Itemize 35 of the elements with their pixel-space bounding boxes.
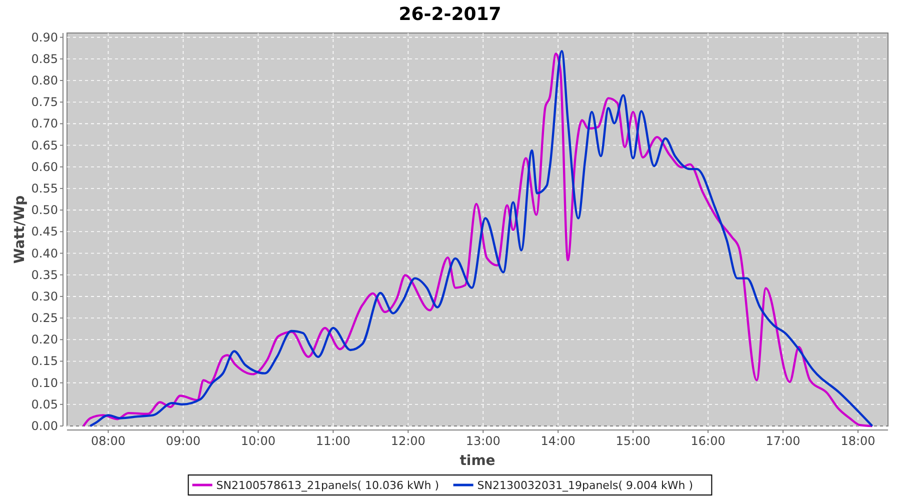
- x-tick-label: 08:00: [90, 434, 126, 448]
- x-tick-label: 17:00: [766, 434, 800, 448]
- x-tick-label: 13:00: [466, 434, 500, 448]
- y-tick-label: 0.10: [31, 376, 58, 390]
- y-tick-label: 0.15: [31, 354, 58, 368]
- x-tick-label: 09:00: [166, 434, 201, 448]
- y-tick-label: 0.00: [31, 419, 58, 433]
- x-tick-label: 12:00: [390, 434, 426, 448]
- y-tick-label: 0.70: [31, 116, 58, 131]
- y-tick-label: 0.75: [31, 95, 58, 110]
- y-tick-label: 0.35: [31, 268, 58, 282]
- y-tick-label: 0.90: [31, 30, 58, 44]
- y-tick-label: 0.20: [31, 332, 58, 347]
- y-tick-label: 0.55: [31, 181, 58, 196]
- y-tick-label: 0.45: [31, 224, 58, 239]
- x-tick-label: 15:00: [616, 434, 650, 448]
- legend-label: SN2130032031_19panels( 9.004 kWh ): [477, 479, 694, 492]
- y-tick-label: 0.05: [31, 397, 58, 412]
- y-tick-label: 0.85: [31, 52, 58, 66]
- x-tick-label: 10:00: [240, 434, 276, 448]
- chart-title: 26-2-2017: [398, 4, 502, 25]
- y-tick-label: 0.60: [31, 160, 58, 174]
- x-tick-label: 16:00: [690, 434, 726, 448]
- y-axis-title: Watt/Wp: [12, 195, 28, 264]
- x-axis-title: time: [460, 453, 496, 469]
- x-tick-label: 18:00: [840, 434, 876, 448]
- x-tick-label: 11:00: [316, 434, 350, 448]
- y-tick-label: 0.50: [31, 203, 58, 218]
- legend-label: SN2100578613_21panels( 10.036 kWh ): [216, 479, 440, 492]
- y-tick-label: 0.30: [31, 289, 58, 304]
- y-tick-label: 0.25: [31, 311, 58, 326]
- y-tick-label: 0.40: [31, 246, 58, 260]
- x-tick-label: 14:00: [540, 434, 576, 448]
- y-tick-label: 0.65: [31, 138, 58, 152]
- y-tick-label: 0.80: [31, 74, 58, 88]
